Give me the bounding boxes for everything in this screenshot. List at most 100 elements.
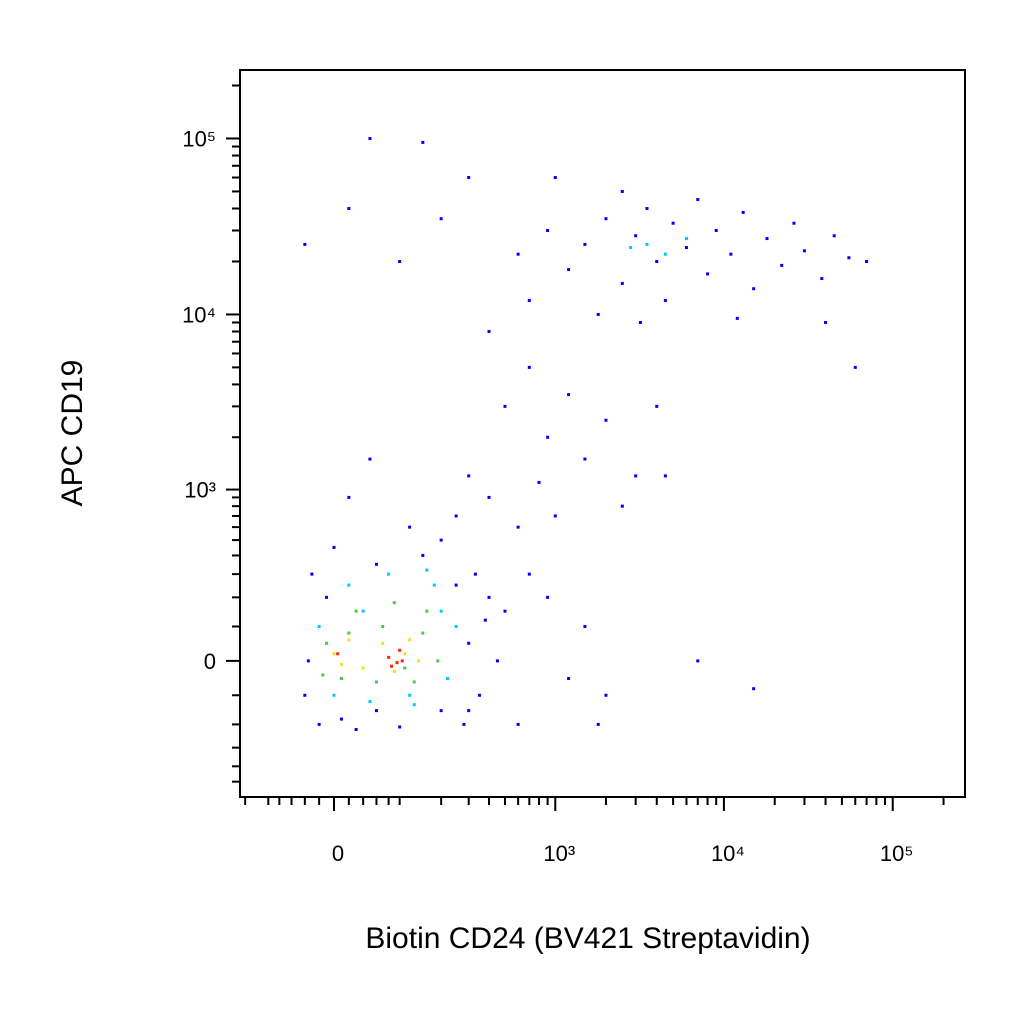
data-point [645, 242, 649, 246]
data-point [408, 525, 412, 529]
data-point [381, 641, 385, 645]
data-point [663, 299, 667, 303]
data-point [752, 287, 756, 291]
data-point [820, 277, 824, 281]
data-point [332, 652, 336, 656]
data-point [473, 572, 477, 576]
data-point [865, 259, 869, 263]
data-point [421, 140, 425, 144]
y-axis-title: APC CD19 [56, 360, 89, 507]
data-point [325, 595, 329, 599]
x-tick-label: 10⁵ [880, 841, 914, 866]
data-point [306, 659, 310, 663]
data-point [792, 221, 796, 225]
data-point [339, 717, 343, 721]
data-point [354, 727, 358, 731]
data-point [403, 666, 407, 670]
data-point [317, 722, 321, 726]
data-point [336, 652, 340, 656]
data-point [634, 474, 638, 478]
data-point [436, 659, 440, 663]
data-point [483, 618, 487, 622]
data-point [347, 495, 351, 499]
data-point [527, 299, 531, 303]
data-point [325, 641, 329, 645]
data-point [853, 365, 857, 369]
x-tick-label: 10⁴ [711, 841, 745, 866]
data-point [596, 722, 600, 726]
data-point [634, 234, 638, 238]
data-point [620, 504, 624, 508]
data-point [655, 404, 659, 408]
data-point [503, 609, 507, 613]
data-point [487, 595, 491, 599]
data-point [462, 722, 466, 726]
y-tick-label: 10³ [184, 478, 216, 503]
data-point [303, 242, 307, 246]
data-point [374, 709, 378, 713]
data-point [347, 583, 351, 587]
data-point [332, 545, 336, 549]
data-point [487, 329, 491, 333]
data-point [478, 693, 482, 697]
data-point [604, 217, 608, 221]
y-tick-label: 0 [204, 649, 216, 674]
data-point [398, 725, 402, 729]
data-point [741, 210, 745, 214]
data-point [425, 568, 429, 572]
data-point [368, 457, 372, 461]
data-point [604, 693, 608, 697]
data-point [567, 393, 571, 397]
data-point [347, 631, 351, 635]
data-point [303, 693, 307, 697]
data-point [706, 272, 710, 276]
data-point [425, 609, 429, 613]
data-point [310, 572, 314, 576]
data-point [802, 249, 806, 253]
data-point [663, 252, 667, 256]
data-point [398, 259, 402, 263]
data-point [439, 538, 443, 542]
data-point [454, 583, 458, 587]
data-point [408, 693, 412, 697]
data-point [368, 136, 372, 140]
data-point [495, 659, 499, 663]
data-point [696, 198, 700, 202]
data-point [412, 680, 416, 684]
data-point [361, 609, 365, 613]
data-point [467, 176, 471, 180]
data-point [663, 474, 667, 478]
data-point [454, 625, 458, 629]
data-point [684, 237, 688, 241]
data-point [374, 562, 378, 566]
x-axis-title: Biotin CD24 (BV421 Streptavidin) [365, 922, 810, 955]
data-point [503, 404, 507, 408]
data-point [596, 312, 600, 316]
data-point [604, 418, 608, 422]
data-point [439, 709, 443, 713]
data-point [467, 474, 471, 478]
data-point [387, 572, 391, 576]
data-point [832, 234, 836, 238]
data-point [583, 242, 587, 246]
data-point [421, 553, 425, 557]
data-point [553, 176, 557, 180]
data-point [487, 495, 491, 499]
data-point [408, 638, 412, 642]
data-point [629, 246, 633, 250]
data-point [400, 659, 404, 663]
data-point [421, 631, 425, 635]
data-point [339, 677, 343, 681]
data-point [412, 703, 416, 707]
y-tick-label: 10⁵ [182, 126, 216, 151]
y-tick-label: 10⁴ [182, 302, 216, 327]
data-point [765, 237, 769, 241]
data-point [696, 659, 700, 663]
data-point [671, 221, 675, 225]
data-point [645, 207, 649, 211]
data-point [620, 189, 624, 193]
data-point [583, 625, 587, 629]
data-point [684, 246, 688, 250]
